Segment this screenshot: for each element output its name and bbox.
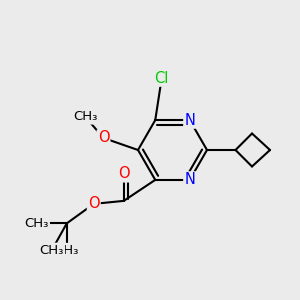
Text: CH₃: CH₃ [55, 244, 79, 257]
Text: CH₃: CH₃ [25, 217, 49, 230]
Text: N: N [184, 172, 195, 188]
Text: O: O [98, 130, 109, 146]
Text: CH₃: CH₃ [40, 244, 64, 257]
Text: O: O [88, 196, 100, 211]
Text: O: O [118, 167, 130, 182]
Text: N: N [184, 112, 195, 128]
Text: Cl: Cl [154, 70, 168, 86]
Text: CH₃: CH₃ [73, 110, 98, 124]
